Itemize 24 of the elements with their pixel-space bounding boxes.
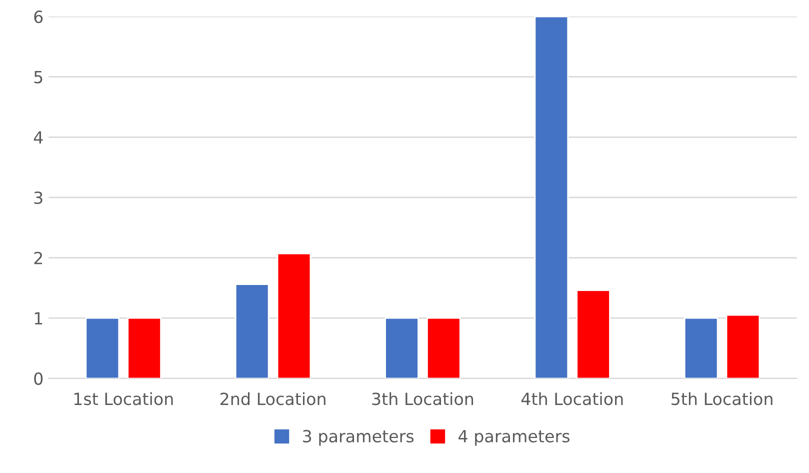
bar <box>85 317 120 378</box>
x-tick-label: 4th Location <box>521 392 623 406</box>
bar <box>534 16 569 378</box>
bar <box>726 314 760 378</box>
bar <box>384 317 419 378</box>
y-tick-label: 5 <box>34 71 42 84</box>
bar <box>234 284 270 378</box>
y-tick-label: 2 <box>34 252 42 264</box>
bar <box>276 252 312 378</box>
x-tick-label: 2nd Location <box>220 392 326 406</box>
x-tick-label: 3th Location <box>372 392 474 406</box>
y-tick-label: 3 <box>34 191 42 204</box>
y-tick-label: 1 <box>34 312 42 324</box>
bar <box>576 290 610 378</box>
bar <box>684 317 718 378</box>
y-tick-label: 4 <box>34 131 43 144</box>
x-tick-label: 5th Location <box>672 392 772 406</box>
y-tick-label: 6 <box>34 10 43 24</box>
x-tick-label: 1st Location <box>74 392 173 406</box>
bar <box>127 317 162 378</box>
legend-label: 3 parameters <box>303 430 414 446</box>
y-tick-label: 0 <box>34 372 43 385</box>
legend-label: 4 parameters <box>458 430 570 446</box>
bar <box>426 317 461 378</box>
